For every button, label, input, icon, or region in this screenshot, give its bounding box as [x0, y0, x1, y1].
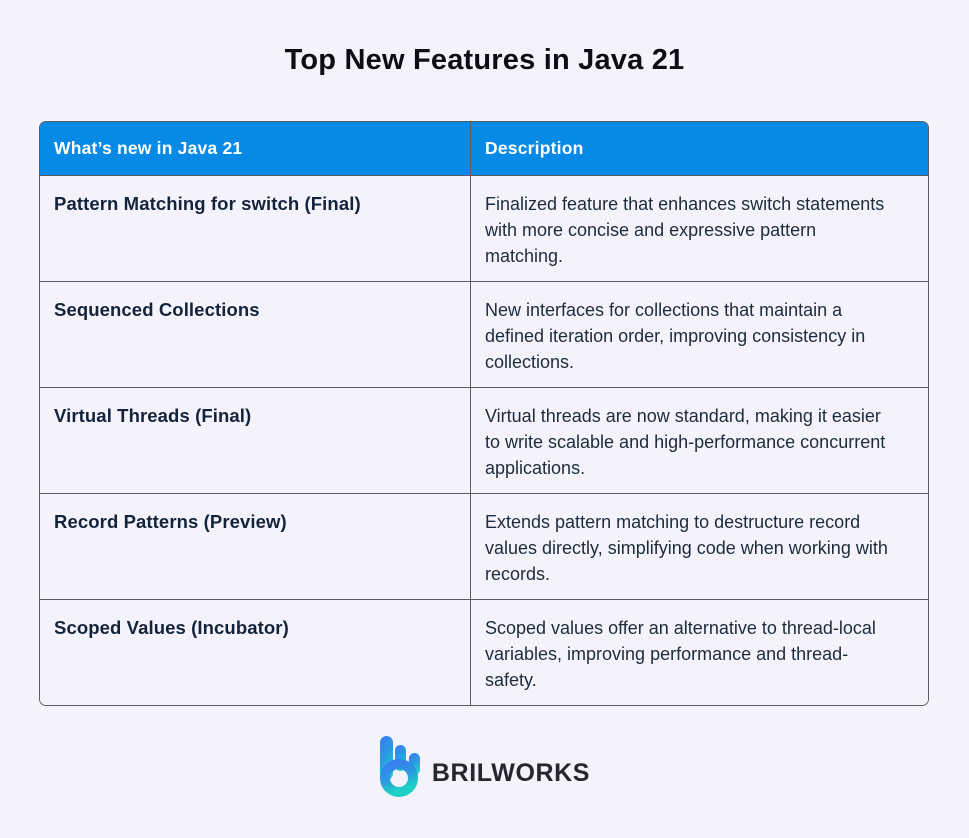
feature-name: Scoped Values (Incubator): [40, 600, 471, 705]
brand-footer: BRILWORKS: [0, 736, 969, 797]
table-row: Virtual Threads (Final) Virtual threads …: [40, 387, 928, 493]
table-row: Pattern Matching for switch (Final) Fina…: [40, 175, 928, 281]
feature-description: New interfaces for collections that main…: [485, 300, 866, 372]
java21-features-table: What’s new in Java 21 Description Patter…: [39, 121, 929, 706]
feature-description: Extends pattern matching to destructure …: [485, 512, 888, 584]
feature-description: Scoped values offer an alternative to th…: [485, 618, 876, 690]
feature-description: Finalized feature that enhances switch s…: [485, 194, 885, 266]
table-header-description: Description: [485, 138, 584, 158]
feature-name: Pattern Matching for switch (Final): [40, 176, 471, 281]
brand-name: BRILWORKS: [431, 759, 591, 787]
table-row: Record Patterns (Preview) Extends patter…: [40, 493, 928, 599]
feature-description: Virtual threads are now standard, making…: [485, 406, 886, 478]
page-title: Top New Features in Java 21: [284, 44, 685, 76]
table-header-feature: What’s new in Java 21: [40, 122, 471, 175]
table-header-row: What’s new in Java 21 Description: [40, 122, 928, 175]
table-row: Sequenced Collections New interfaces for…: [40, 281, 928, 387]
brilworks-logo-icon: [379, 736, 420, 797]
feature-name: Virtual Threads (Final): [40, 388, 471, 493]
table-row: Scoped Values (Incubator) Scoped values …: [40, 599, 928, 705]
feature-name: Record Patterns (Preview): [40, 494, 471, 599]
feature-name: Sequenced Collections: [40, 282, 471, 387]
